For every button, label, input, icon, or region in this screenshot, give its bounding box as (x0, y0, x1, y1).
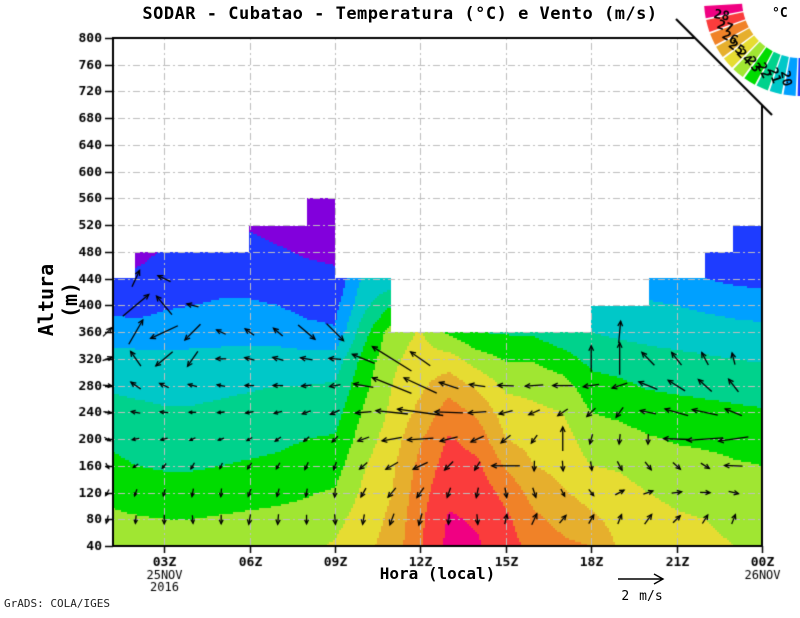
wind-scale-value: 2 (621, 589, 630, 604)
wind-scale-unit: m/s (639, 589, 663, 604)
wind-scale-label: 2 m/s (604, 589, 680, 604)
x-axis-label: Hora (local) (379, 564, 496, 583)
chart-title: SODAR - Cubatao - Temperatura (°C) e Ven… (142, 4, 658, 24)
wind-scale: 2 m/s (604, 570, 680, 604)
wind-scale-arrow-icon (618, 573, 665, 585)
y-axis-label: Altura (m) (34, 263, 82, 337)
legend-unit-label: °C (772, 6, 788, 21)
grads-credit: GrADS: COLA/IGES (4, 597, 110, 610)
